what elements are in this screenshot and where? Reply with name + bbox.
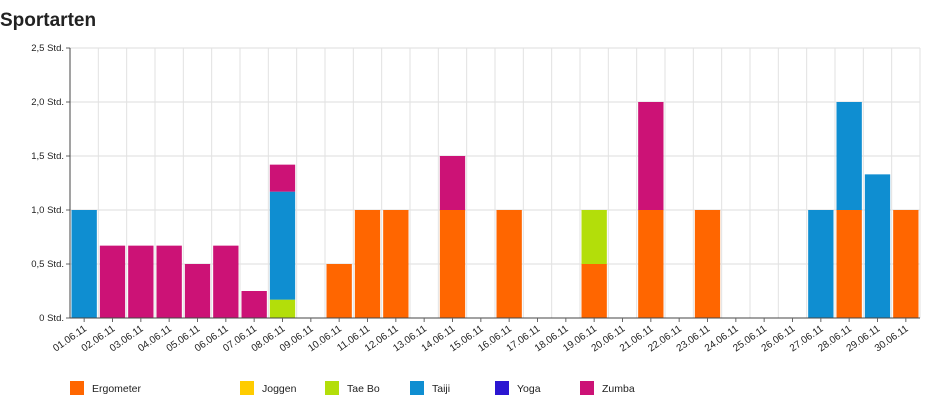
legend-label: Joggen — [262, 383, 297, 395]
bar-tae-bo — [269, 299, 296, 318]
bar-zumba — [241, 291, 267, 318]
legend-label: Ergometer — [92, 383, 142, 395]
bar-tae-bo — [581, 210, 607, 264]
bar-ergometer — [694, 210, 721, 318]
bar-taiji — [836, 102, 862, 210]
y-tick-label: 0 Std. — [39, 313, 64, 324]
y-tick-label: 1,5 Std. — [31, 151, 64, 162]
y-tick-label: 0,5 Std. — [31, 259, 64, 270]
legend-swatch — [325, 381, 339, 395]
bar-zumba — [638, 102, 664, 210]
bar-ergometer — [836, 210, 862, 318]
bar-ergometer — [383, 210, 409, 318]
bar-zumba — [213, 245, 239, 318]
y-tick-label: 2,0 Std. — [31, 97, 64, 108]
bar-ergometer — [439, 210, 466, 318]
legend-label: Tae Bo — [347, 383, 380, 395]
bar-ergometer — [638, 210, 664, 318]
bar-ergometer — [496, 210, 522, 318]
bar-ergometer — [581, 264, 607, 318]
y-tick-label: 2,5 Std. — [31, 43, 64, 54]
bar-taiji — [71, 210, 97, 318]
legend-swatch — [240, 381, 254, 395]
y-tick-label: 1,0 Std. — [31, 205, 64, 216]
legend-swatch — [580, 381, 594, 395]
legend-label: Taiji — [432, 383, 450, 395]
bar-taiji — [808, 210, 834, 318]
bar-layer — [71, 102, 919, 318]
bar-ergometer — [893, 210, 919, 318]
bar-ergometer — [326, 264, 352, 318]
bar-zumba — [99, 245, 126, 318]
grid-layer — [69, 47, 921, 319]
bar-zumba — [439, 156, 466, 210]
bar-taiji — [864, 174, 891, 318]
bar-zumba — [184, 264, 211, 318]
chart-title: Sportarten — [0, 10, 97, 31]
legend-swatch — [410, 381, 424, 395]
legend-label: Zumba — [602, 383, 635, 395]
legend-swatch — [495, 381, 509, 395]
bar-zumba — [156, 245, 182, 318]
legend-swatch — [70, 381, 84, 395]
bar-zumba — [269, 164, 296, 192]
legend: Ergometer Joggen Tae Bo Taiji Yoga Zumba — [70, 381, 635, 395]
bar-taiji — [269, 191, 296, 300]
bar-ergometer — [354, 210, 381, 318]
bar-zumba — [128, 245, 154, 318]
legend-label: Yoga — [517, 383, 541, 395]
